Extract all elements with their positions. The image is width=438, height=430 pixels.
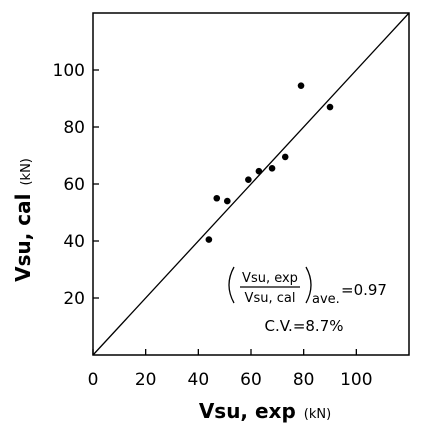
data-point <box>255 167 263 175</box>
x-tick-label: 80 <box>293 370 315 390</box>
data-point <box>297 82 305 89</box>
y-axis-ticks: 20 40 60 80 100 <box>53 61 99 309</box>
data-point <box>213 194 221 202</box>
ratio-value: =0.97 <box>341 281 387 299</box>
ratio-annotation: Vsu, exp Vsu, cal ave. =0.97 <box>228 266 387 307</box>
x-tick-label: 100 <box>340 370 372 390</box>
y-axis-label: Vsu, cal <box>11 194 35 282</box>
right-paren <box>305 266 312 304</box>
ratio-subscript: ave. <box>312 292 340 307</box>
data-point <box>268 165 276 172</box>
y-tick-label: 60 <box>63 175 85 195</box>
y-axis-unit: (kN) <box>19 158 34 185</box>
x-tick-label: 20 <box>135 370 157 390</box>
y-tick-label: 80 <box>63 118 85 138</box>
x-tick-label: 60 <box>240 370 262 390</box>
data-point <box>205 236 213 243</box>
x-axis-unit: (kN) <box>304 407 331 422</box>
y-tick-label: 40 <box>63 232 85 252</box>
reference-line-y-equals-x <box>92 12 410 356</box>
ratio-numerator: Vsu, exp <box>242 271 298 286</box>
left-paren <box>228 266 235 304</box>
x-axis-title: Vsu, exp (kN) <box>199 399 331 423</box>
x-tick-label: 0 <box>88 370 99 390</box>
data-point <box>326 103 334 111</box>
x-tick-label: 40 <box>188 370 210 390</box>
y-tick-label: 20 <box>63 289 85 309</box>
x-axis-label: Vsu, exp <box>199 399 296 423</box>
y-tick-label: 100 <box>53 61 85 81</box>
data-point <box>245 176 252 184</box>
ratio-denominator: Vsu, cal <box>245 291 296 306</box>
cv-annotation: C.V.=8.7% <box>264 317 343 335</box>
data-point <box>281 153 289 161</box>
data-point <box>224 197 231 205</box>
plot-area: 0 20 40 60 80 100 20 40 60 80 100 <box>53 12 410 390</box>
x-axis-ticks: 0 20 40 60 80 100 <box>88 349 373 390</box>
y-axis-title: Vsu, cal (kN) <box>11 158 35 282</box>
data-points <box>205 82 334 243</box>
